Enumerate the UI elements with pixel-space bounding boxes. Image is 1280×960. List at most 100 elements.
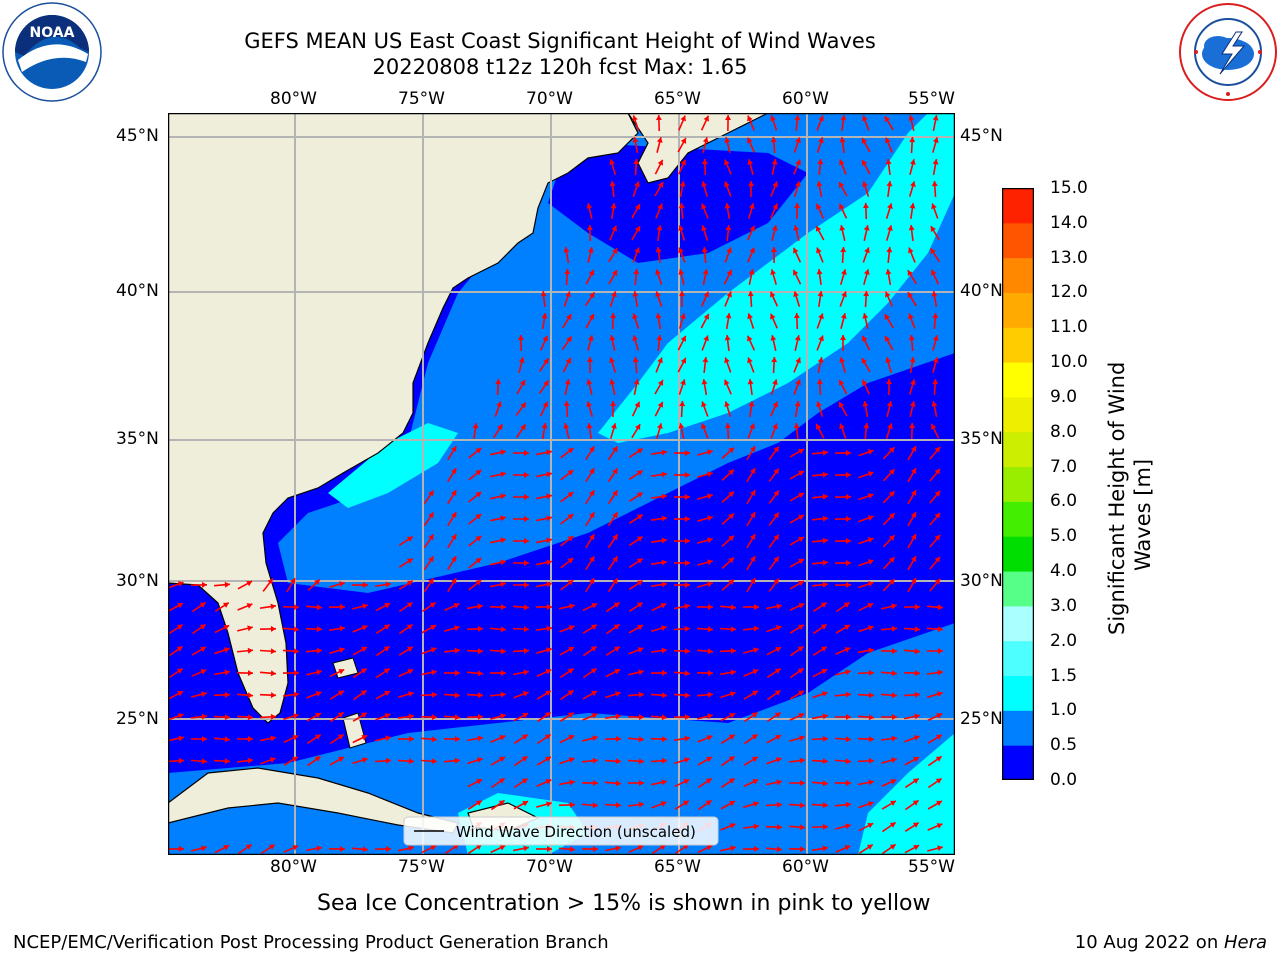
wind-wave-arrow [540,290,547,308]
wind-wave-arrow [191,669,207,677]
wind-wave-arrow [604,845,622,852]
wind-wave-arrow [811,537,829,544]
wind-wave-arrow [515,402,527,416]
wind-wave-arrow [766,734,782,744]
wind-wave-arrow [794,202,801,220]
footer-right: 10 Aug 2022 on Hera [1075,932,1267,953]
wind-wave-arrow [861,335,871,351]
wind-wave-arrow [632,335,640,351]
wind-wave-arrow [748,269,755,285]
colorbar-segment [1002,745,1034,781]
wind-wave-arrow [673,471,691,478]
wind-wave-arrow [559,603,575,610]
wind-wave-arrow [559,646,575,656]
wind-wave-arrow [633,378,640,396]
wind-wave-arrow [746,225,756,241]
wind-wave-arrow [907,467,917,483]
colorbar-segment [1002,640,1034,677]
colorbar-segment [1002,605,1034,642]
wind-wave-arrow [770,246,777,264]
wind-wave-arrow [609,291,617,307]
wind-wave-arrow [420,669,438,676]
lat-label-right-35n: 35°N [960,429,1003,449]
wind-wave-arrow [720,800,736,810]
wind-wave-arrow [307,578,321,592]
wind-wave-arrow [863,269,870,285]
wind-wave-arrow [489,626,507,633]
wind-wave-arrow [443,757,461,764]
wind-wave-arrow [609,379,616,395]
colorbar-label-box: Significant Height of Wind Waves [m] [1100,335,1160,635]
wind-wave-arrow [858,559,874,567]
lon-label-bottom-70w: 70°W [526,857,573,877]
wind-wave-arrow [213,669,231,676]
wind-wave-arrow [863,422,870,440]
wind-wave-arrow [628,601,644,613]
wind-wave-arrow [858,537,874,545]
wind-wave-arrow [677,159,687,175]
wind-wave-arrow [490,799,506,811]
wind-wave-arrow [794,114,801,132]
wind-wave-arrow [909,136,916,154]
wind-wave-arrow [605,601,621,613]
wind-wave-arrow [214,624,230,634]
wind-wave-arrow [882,446,896,460]
wind-wave-arrow [282,604,300,611]
wind-wave-arrow [489,648,507,655]
wind-wave-arrow [880,670,898,677]
wind-wave-arrow [834,493,852,500]
wind-wave-arrow [607,445,619,461]
wind-wave-arrow [604,713,622,720]
wind-wave-arrow [398,557,414,569]
wind-wave-arrow [816,313,824,329]
wind-wave-arrow [513,691,529,699]
colorbar-tick-label: 14.0 [1050,212,1088,233]
wind-wave-arrow [190,581,208,588]
wind-wave-arrow [512,515,530,522]
wind-wave-arrow [374,581,392,588]
wind-wave-arrow [283,713,299,721]
wind-wave-arrow [720,712,736,722]
colorbar-frame [1001,187,1035,781]
wind-wave-arrow [834,736,852,743]
wind-wave-arrow [839,423,847,439]
wind-wave-arrow [907,291,917,307]
wind-wave-arrow [582,645,598,657]
colorbar-tick-label: 11.0 [1050,317,1088,338]
wind-wave-arrow [862,115,870,131]
wind-wave-arrow [489,604,507,611]
wind-wave-arrow [857,692,875,699]
wind-wave-arrow [260,843,276,855]
lat-label-left-25n: 25°N [116,709,159,729]
wind-wave-arrow [585,313,595,329]
wind-wave-arrow [816,180,823,198]
wind-wave-arrow [793,379,801,395]
wind-wave-arrow [696,670,714,677]
wind-wave-arrow [904,777,920,789]
colorbar-tick-label: 9.0 [1050,386,1078,407]
wind-wave-arrow [607,555,619,571]
wind-wave-arrow [609,357,617,373]
wind-wave-arrow [880,625,898,632]
wind-wave-arrow [673,648,691,655]
wind-wave-arrow [929,446,941,460]
land-north-america [168,113,639,724]
wind-wave-arrow [650,757,668,764]
lon-label-top-55w: 55°W [908,89,955,109]
wind-wave-arrow [490,471,506,478]
colorbar [1001,187,1035,781]
wind-wave-arrow [655,291,663,307]
wind-wave-arrow [724,202,731,220]
wind-wave-arrow [467,778,483,788]
wind-wave-arrow [306,712,322,722]
lat-label-left-30n: 30°N [116,571,159,591]
wind-wave-arrow [190,736,208,743]
wind-wave-arrow [907,445,917,461]
colorbar-tick-label: 0.0 [1050,770,1078,790]
wind-wave-arrow [719,626,737,633]
wind-wave-arrow [770,423,778,439]
wind-wave-arrow [932,114,939,132]
wind-wave-arrow [329,756,345,766]
wind-wave-arrow [628,557,644,569]
wind-wave-arrow [697,471,713,478]
